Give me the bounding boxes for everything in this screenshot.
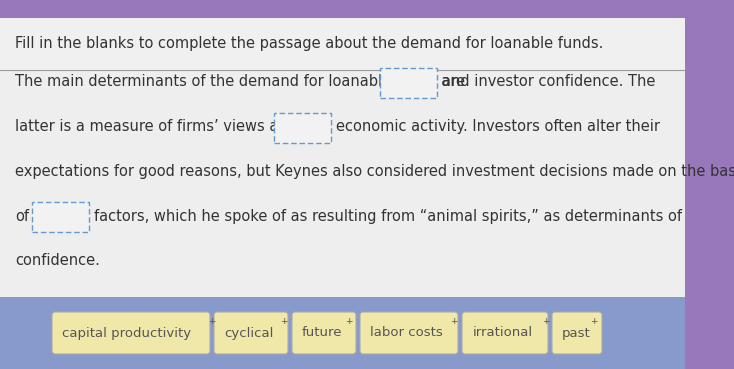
Text: +: + <box>589 317 597 327</box>
Text: +: + <box>345 317 352 327</box>
Bar <box>0 297 685 369</box>
FancyBboxPatch shape <box>552 312 602 354</box>
Text: irrational: irrational <box>473 327 533 339</box>
FancyBboxPatch shape <box>32 203 90 232</box>
Text: expectations for good reasons, but Keynes also considered investment decisions m: expectations for good reasons, but Keyne… <box>15 164 734 179</box>
Text: cyclical: cyclical <box>225 327 274 339</box>
Bar <box>685 0 734 369</box>
Text: labor costs: labor costs <box>370 327 443 339</box>
Text: capital productivity: capital productivity <box>62 327 191 339</box>
Text: +: + <box>208 317 215 327</box>
Text: +: + <box>280 317 287 327</box>
FancyBboxPatch shape <box>292 312 356 354</box>
Bar <box>0 0 685 18</box>
Text: and investor confidence. The: and investor confidence. The <box>442 75 655 90</box>
Text: confidence.: confidence. <box>15 253 100 268</box>
Text: +: + <box>542 317 549 327</box>
FancyBboxPatch shape <box>379 68 437 99</box>
Text: economic activity. Investors often alter their: economic activity. Investors often alter… <box>336 119 660 134</box>
Text: future: future <box>302 327 343 339</box>
FancyBboxPatch shape <box>52 312 210 354</box>
FancyBboxPatch shape <box>214 312 288 354</box>
FancyBboxPatch shape <box>462 312 548 354</box>
FancyBboxPatch shape <box>275 113 331 143</box>
FancyBboxPatch shape <box>360 312 458 354</box>
Bar <box>0 18 685 70</box>
Text: +: + <box>450 317 457 327</box>
Text: latter is a measure of firms’ views about: latter is a measure of firms’ views abou… <box>15 119 312 134</box>
Text: factors, which he spoke of as resulting from “animal spirits,” as determinants o: factors, which he spoke of as resulting … <box>95 208 683 224</box>
Text: of: of <box>15 208 29 224</box>
Text: past: past <box>562 327 590 339</box>
Text: The main determinants of the demand for loanable funds are: The main determinants of the demand for … <box>15 75 465 90</box>
Text: Fill in the blanks to complete the passage about the demand for loanable funds.: Fill in the blanks to complete the passa… <box>15 37 603 52</box>
